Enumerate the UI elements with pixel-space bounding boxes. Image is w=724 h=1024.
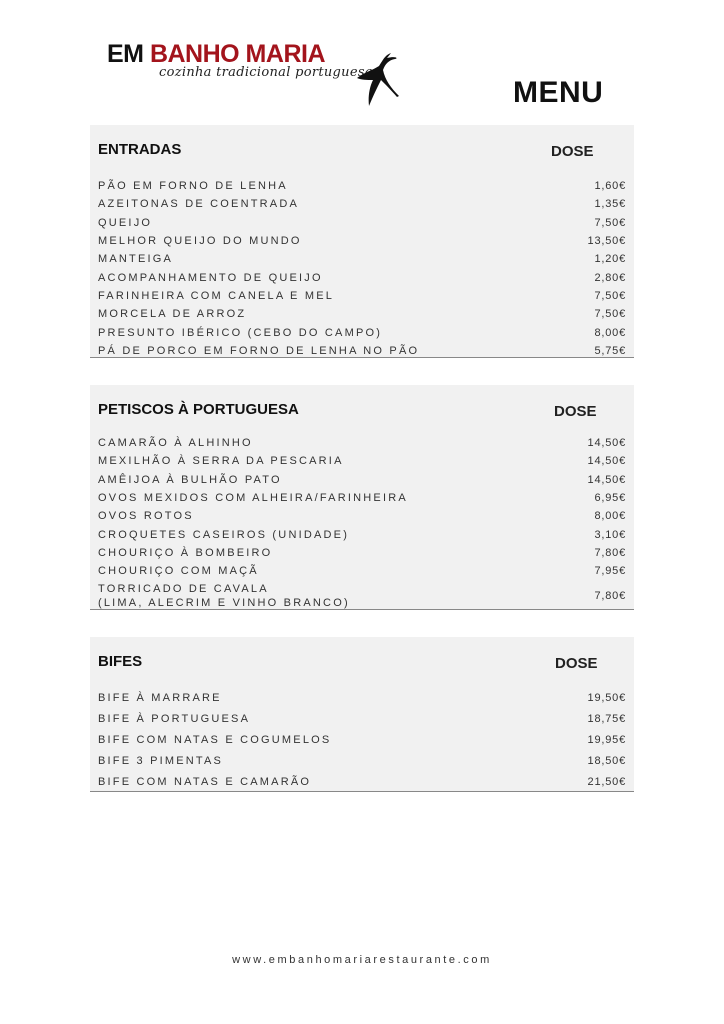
section-title: ENTRADAS [98, 141, 182, 158]
item-name: FARINHEIRA COM CANELA E MEL [98, 289, 335, 302]
section-bifes: BIFES DOSE BIFE À MARRARE 19,50€ BIFE À PO… [90, 637, 634, 792]
menu-item: CAMARÃO À ALHINHO 14,50€ [98, 434, 626, 452]
menu-item: MANTEIGA 1,20€ [98, 250, 626, 268]
logo-name-part2: BANHO MARIA [149, 40, 326, 68]
menu-item: QUEIJO 7,50€ [98, 214, 626, 232]
menu-item: CROQUETES CASEIROS (UNIDADE) 3,10€ [98, 525, 626, 543]
item-price: 14,50€ [587, 455, 626, 468]
menu-item: BIFE COM NATAS E COGUMELOS 19,95€ [98, 729, 626, 750]
logo-name: EM BANHO MARIA [107, 40, 326, 69]
item-name: TORRICADO DE CAVALA (LIMA, ALECRIM E VIN… [98, 582, 350, 609]
menu-item: PRESUNTO IBÉRICO (CEBO DO CAMPO) 8,00€ [98, 323, 626, 341]
item-price: 8,00€ [594, 326, 626, 339]
menu-item: MORCELA DE ARROZ 7,50€ [98, 305, 626, 323]
item-name: AZEITONAS DE COENTRADA [98, 198, 299, 211]
swallow-bird-icon [357, 53, 399, 106]
item-price: 8,00€ [594, 510, 626, 523]
section-title: PETISCOS À PORTUGUESA [98, 401, 299, 418]
item-name: CHOURIÇO COM MAÇÃ [98, 565, 259, 578]
dose-header: DOSE [555, 655, 598, 672]
item-price: 7,50€ [594, 289, 626, 302]
menu-item: MELHOR QUEIJO DO MUNDO 13,50€ [98, 232, 626, 250]
item-name: AMÊIJOA À BULHÃO PATO [98, 473, 282, 486]
item-price: 2,80€ [594, 271, 626, 284]
section-petiscos: PETISCOS À PORTUGUESA DOSE CAMARÃO À ALH… [90, 385, 634, 610]
page-title: MENU [513, 76, 604, 109]
menu-item: OVOS MEXIDOS COM ALHEIRA/FARINHEIRA 6,95€ [98, 489, 626, 507]
menu-item: CHOURIÇO COM MAÇÃ 7,95€ [98, 562, 626, 580]
item-price: 7,50€ [594, 216, 626, 229]
item-price: 21,50€ [587, 775, 626, 788]
item-name: OVOS ROTOS [98, 510, 194, 523]
item-name: MEXILHÃO À SERRA DA PESCARIA [98, 455, 344, 468]
item-name: CHOURIÇO À BOMBEIRO [98, 546, 273, 559]
item-price: 5,75€ [594, 344, 626, 357]
item-name: QUEIJO [98, 216, 153, 229]
menu-item: ACOMPANHAMENTO DE QUEIJO 2,80€ [98, 268, 626, 286]
menu-item: BIFE À PORTUGUESA 18,75€ [98, 708, 626, 729]
item-name: MORCELA DE ARROZ [98, 308, 247, 321]
item-price: 1,20€ [594, 253, 626, 266]
dose-header: DOSE [551, 143, 594, 160]
item-name: CROQUETES CASEIROS (UNIDADE) [98, 528, 350, 541]
menu-item: FARINHEIRA COM CANELA E MEL 7,50€ [98, 287, 626, 305]
item-price: 3,10€ [594, 528, 626, 541]
section-entradas: ENTRADAS DOSE PÃO EM FORNO DE LENHA 1,60€… [90, 125, 634, 358]
item-name: ACOMPANHAMENTO DE QUEIJO [98, 271, 323, 284]
menu-item: BIFE À MARRARE 19,50€ [98, 687, 626, 708]
item-name: BIFE À PORTUGUESA [98, 712, 251, 725]
item-name: MANTEIGA [98, 253, 174, 266]
item-price: 13,50€ [587, 235, 626, 248]
menu-item: AMÊIJOA À BULHÃO PATO 14,50€ [98, 471, 626, 489]
item-price: 6,95€ [594, 492, 626, 505]
item-name: BIFE À MARRARE [98, 691, 222, 704]
item-price: 14,50€ [587, 473, 626, 486]
item-price: 18,75€ [587, 712, 626, 725]
menu-item: BIFE COM NATAS E CAMARÃO 21,50€ [98, 771, 626, 792]
menu-item: CHOURIÇO À BOMBEIRO 7,80€ [98, 544, 626, 562]
item-name: PRESUNTO IBÉRICO (CEBO DO CAMPO) [98, 326, 383, 339]
website-url: www.embanhomariarestaurante.com [232, 954, 492, 966]
item-name: BIFE COM NATAS E CAMARÃO [98, 775, 312, 788]
item-price: 18,50€ [587, 754, 626, 767]
menu-item: PÃO EM FORNO DE LENHA 1,60€ [98, 177, 626, 195]
item-price: 14,50€ [587, 437, 626, 450]
item-name: BIFE COM NATAS E COGUMELOS [98, 733, 332, 746]
logo-name-part1: EM [107, 40, 144, 68]
item-price: 1,60€ [594, 180, 626, 193]
item-price: 7,80€ [594, 546, 626, 559]
item-price: 7,95€ [594, 565, 626, 578]
item-name: PÁ DE PORCO EM FORNO DE LENHA NO PÃO [98, 344, 420, 357]
dose-header: DOSE [554, 403, 597, 420]
menu-item: PÁ DE PORCO EM FORNO DE LENHA NO PÃO 5,75… [98, 342, 626, 360]
logo: EM BANHO MARIA cozinha tradicional portu… [107, 40, 399, 110]
menu-item: AZEITONAS DE COENTRADA 1,35€ [98, 195, 626, 213]
item-price: 19,95€ [587, 733, 626, 746]
item-name: OVOS MEXIDOS COM ALHEIRA/FARINHEIRA [98, 492, 408, 505]
item-price: 19,50€ [587, 691, 626, 704]
menu-item: TORRICADO DE CAVALA (LIMA, ALECRIM E VIN… [98, 580, 626, 611]
item-name: PÃO EM FORNO DE LENHA [98, 180, 288, 193]
item-price: 7,50€ [594, 308, 626, 321]
item-price: 1,35€ [594, 198, 626, 211]
menu-item: OVOS ROTOS 8,00€ [98, 507, 626, 525]
item-price: 7,80€ [594, 589, 626, 602]
item-name: MELHOR QUEIJO DO MUNDO [98, 235, 302, 248]
item-name: CAMARÃO À ALHINHO [98, 437, 253, 450]
logo-tagline: cozinha tradicional portuguesa [159, 65, 373, 80]
menu-item: MEXILHÃO À SERRA DA PESCARIA 14,50€ [98, 452, 626, 470]
menu-item: BIFE 3 PIMENTAS 18,50€ [98, 750, 626, 771]
item-name: BIFE 3 PIMENTAS [98, 754, 224, 767]
section-title: BIFES [98, 653, 143, 670]
